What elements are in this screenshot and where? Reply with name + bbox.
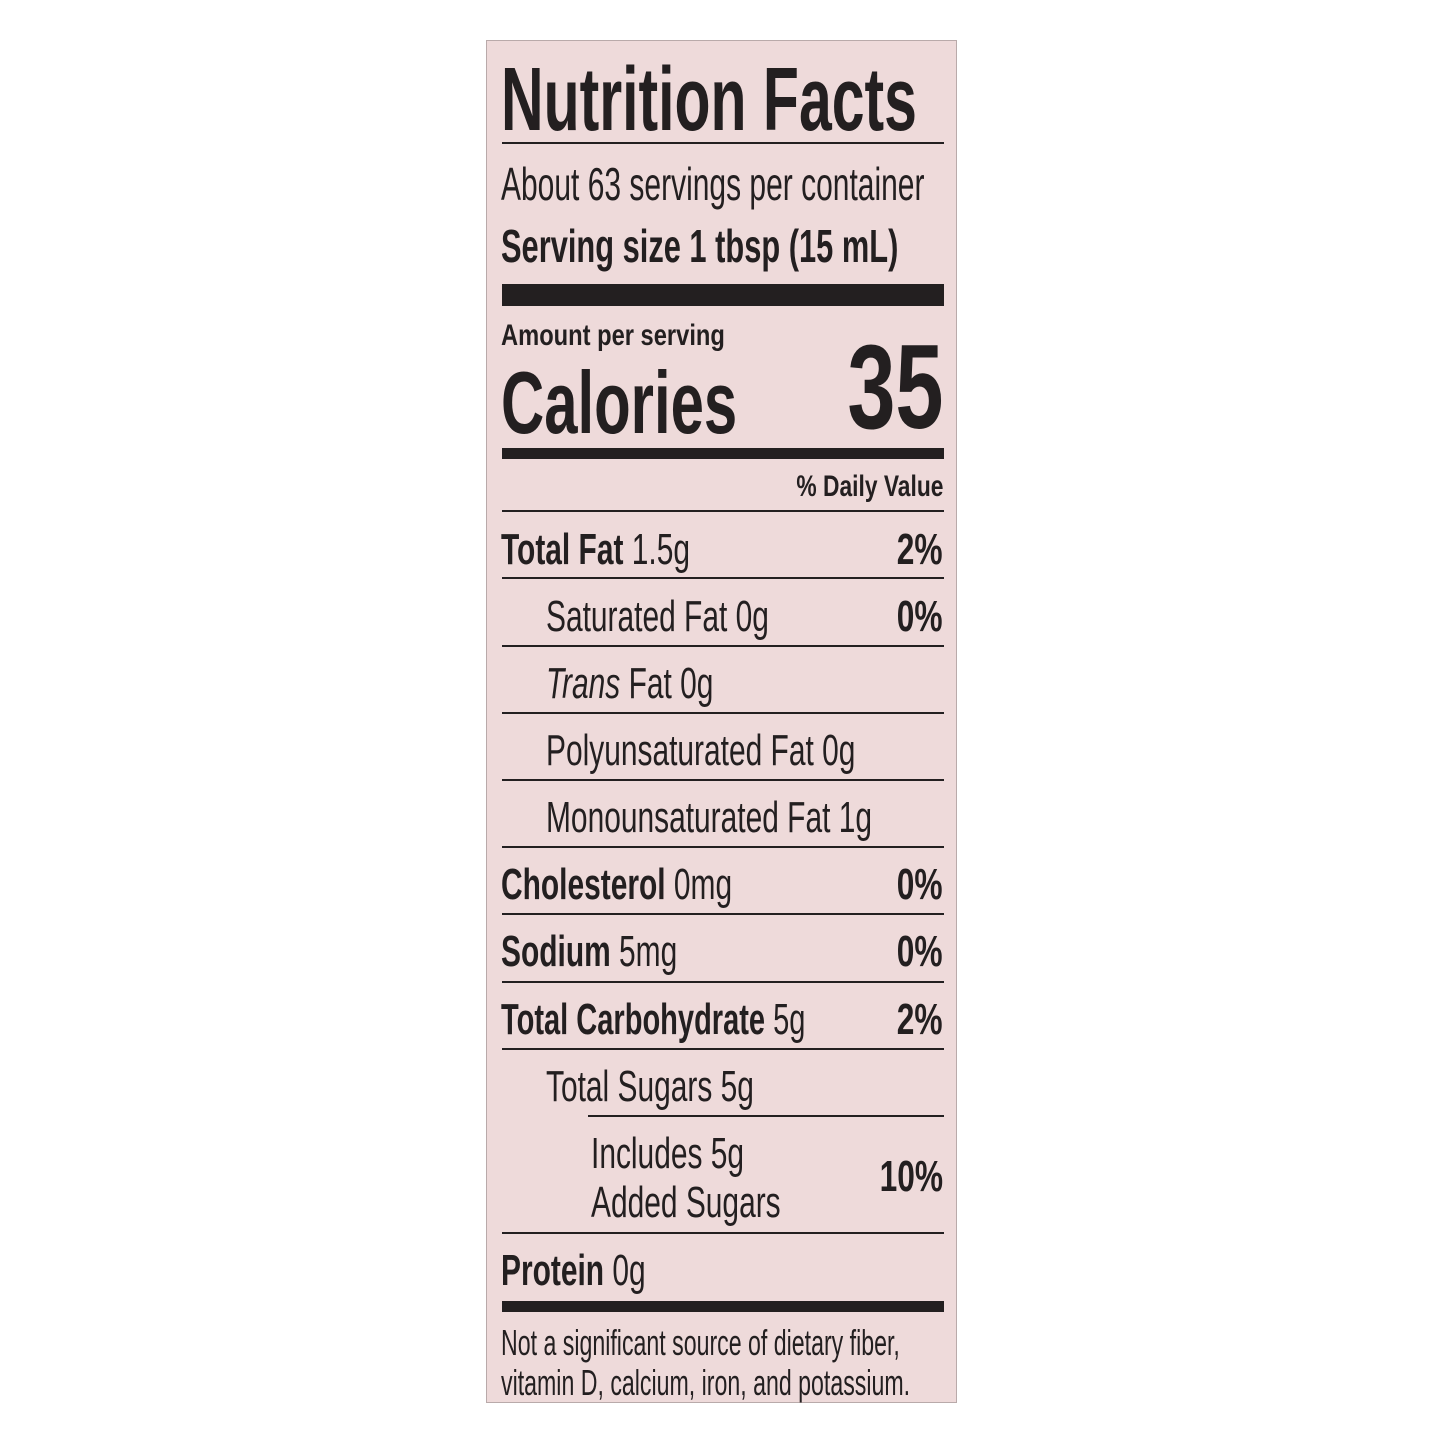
calories-label: Calories — [501, 353, 738, 452]
nutrient-sodium: Sodium 5mg — [501, 927, 678, 976]
dv-total-carbohydrate: 2% — [897, 995, 943, 1044]
divider — [502, 846, 944, 848]
nutrient-total-fat: Total Fat 1.5g — [501, 525, 690, 574]
dv-total-fat: 2% — [897, 525, 943, 574]
nutrient-cholesterol: Cholesterol 0mg — [501, 860, 733, 909]
daily-value-header: % Daily Value — [795, 470, 943, 503]
medium-divider — [502, 448, 944, 459]
divider — [502, 142, 944, 144]
nutrient-polyunsaturated-fat: Polyunsaturated Fat 0g — [546, 726, 856, 775]
nutrient-added-sugars-line1: Includes 5g — [591, 1129, 745, 1178]
dv-added-sugars: 10% — [879, 1152, 943, 1201]
serving-size: Serving size 1 tbsp (15 mL) — [501, 220, 899, 272]
footnote-line-2: vitamin D, calcium, iron, and potassium. — [501, 1362, 911, 1403]
medium-divider — [502, 1301, 944, 1312]
calories-value: 35 — [846, 320, 943, 454]
footnote-line-1: Not a significant source of dietary fibe… — [501, 1322, 900, 1363]
dv-saturated-fat: 0% — [897, 592, 943, 641]
divider — [502, 1232, 944, 1234]
nutrient-trans-fat: Trans Fat 0g — [546, 659, 714, 708]
divider — [502, 577, 944, 579]
label-title: Nutrition Facts — [501, 50, 917, 150]
divider — [502, 913, 944, 915]
divider — [502, 645, 944, 647]
dv-cholesterol: 0% — [897, 860, 943, 909]
nutrient-total-carbohydrate: Total Carbohydrate 5g — [501, 995, 806, 1044]
dv-sodium: 0% — [897, 927, 943, 976]
divider — [502, 712, 944, 714]
servings-per-container: About 63 servings per container — [501, 158, 925, 210]
divider — [502, 1048, 944, 1050]
divider — [588, 1115, 944, 1117]
amount-per-serving: Amount per serving — [501, 319, 725, 352]
nutrient-monounsaturated-fat: Monounsaturated Fat 1g — [546, 793, 873, 842]
divider — [502, 981, 944, 983]
nutrition-facts-label: Nutrition Facts About 63 servings per co… — [486, 40, 957, 1403]
nutrient-protein: Protein 0g — [501, 1246, 646, 1295]
nutrient-added-sugars-line2: Added Sugars — [591, 1178, 781, 1227]
nutrient-saturated-fat: Saturated Fat 0g — [546, 592, 769, 641]
divider — [502, 779, 944, 781]
divider — [502, 510, 944, 512]
thick-divider — [502, 284, 944, 306]
nutrient-total-sugars: Total Sugars 5g — [546, 1062, 754, 1111]
